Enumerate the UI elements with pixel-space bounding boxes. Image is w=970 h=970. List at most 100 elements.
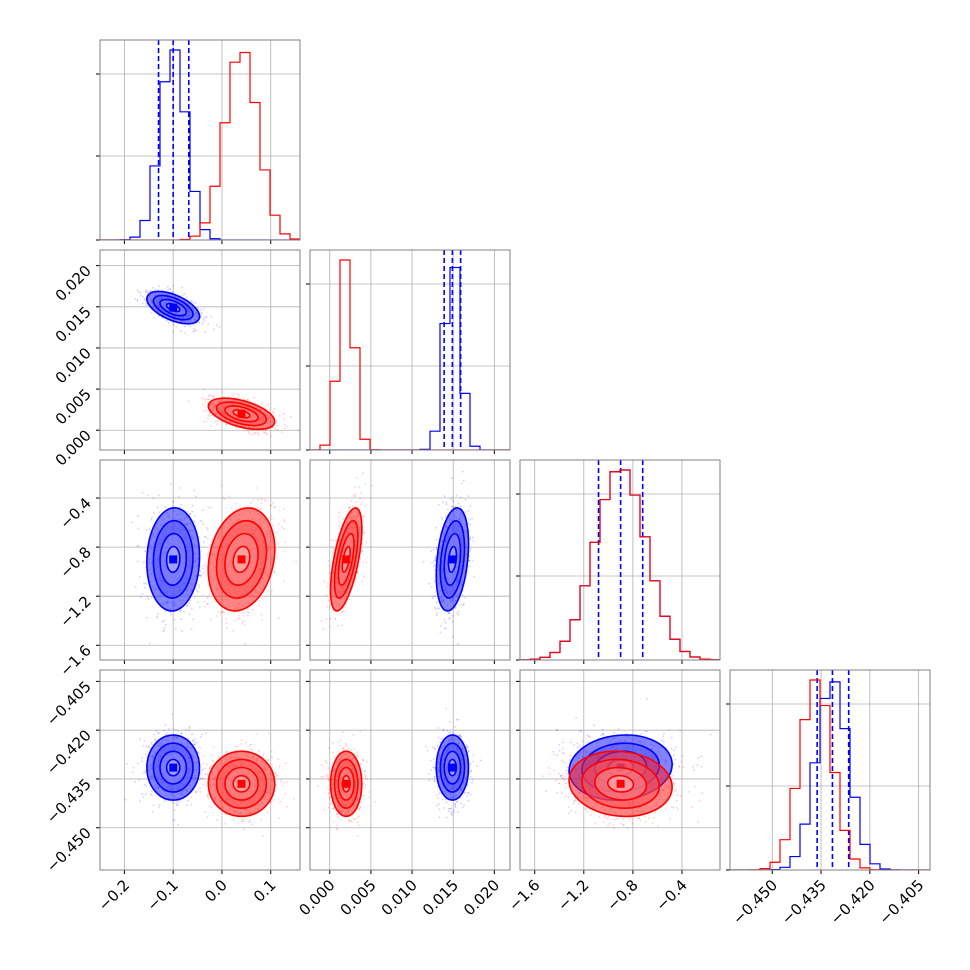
scatter-point [328, 605, 331, 608]
scatter-point [162, 629, 165, 632]
scatter-point [283, 520, 286, 523]
scatter-point [186, 804, 188, 807]
scatter-point [149, 642, 151, 644]
scatter-point [267, 403, 270, 406]
scatter-point [197, 569, 200, 571]
scatter-point [202, 571, 205, 574]
scatter-point [266, 590, 269, 593]
scatter-point [272, 410, 274, 413]
panel-2-0-frame [99, 459, 301, 661]
scatter-point [265, 499, 268, 502]
scatter-point [153, 733, 156, 736]
scatter-point [443, 627, 446, 629]
scatter-point [447, 611, 450, 614]
scatter-point [203, 420, 206, 423]
scatter-point [473, 575, 476, 578]
contours-series-1 [207, 507, 276, 612]
contour-line [329, 507, 363, 612]
scatter-point [363, 575, 366, 578]
scatter-point [447, 612, 450, 615]
scatter-point [136, 515, 139, 517]
scatter-point [350, 500, 353, 502]
scatter-point [164, 724, 167, 727]
scatter-point [202, 509, 204, 512]
scatter-point [144, 550, 147, 553]
scatter-point [173, 618, 176, 621]
scatter-point [457, 502, 460, 505]
scatter-point [255, 487, 258, 489]
contour-line [443, 532, 462, 586]
contour-line [224, 405, 259, 423]
scatter-point [276, 774, 279, 777]
scatter-point [195, 791, 198, 794]
diag-panel-1-frame [309, 249, 511, 451]
panel-2-1 [306, 459, 511, 664]
scatter-point [201, 397, 203, 400]
scatter-point [162, 630, 165, 633]
scatter-point [142, 295, 144, 298]
scatter-point [362, 532, 365, 534]
scatter-point [360, 503, 362, 505]
scatter-point [469, 524, 472, 526]
scatter-point [265, 429, 267, 432]
scatter-point [199, 791, 202, 793]
contour-line [159, 750, 188, 785]
scatter-point [437, 503, 440, 506]
scatter-point [168, 322, 171, 325]
scatter-point [451, 477, 453, 479]
scatter-point [191, 733, 194, 735]
scatter-point [204, 536, 207, 538]
scatter-point [257, 432, 260, 435]
scatter-point [186, 510, 189, 513]
scatter-point [180, 732, 183, 735]
scatter-point [180, 732, 183, 734]
scatter-point [263, 431, 265, 434]
scatter-point [248, 744, 251, 747]
scatter-point [286, 425, 289, 428]
scatter-point [469, 547, 472, 550]
scatter-point [158, 285, 160, 287]
scatter-point [337, 624, 340, 627]
scatter-point [172, 330, 175, 333]
scatter-point [242, 614, 245, 617]
scatter-point [274, 428, 277, 431]
scatter-point [166, 285, 169, 288]
histogram-series-0-param-1 [310, 266, 510, 450]
scatter-point [326, 585, 329, 588]
scatter-point [332, 539, 335, 542]
scatter-point [209, 394, 212, 397]
scatter-point [217, 420, 219, 423]
scatter-point [331, 546, 334, 549]
scatter-point [196, 591, 199, 593]
scatter-point [124, 798, 127, 801]
scatter-point [252, 499, 255, 502]
contours-series-0 [435, 507, 470, 612]
scatter-point [435, 612, 438, 615]
scatter-point [471, 559, 474, 562]
scatter-point [157, 288, 159, 291]
scatter-point [289, 415, 292, 418]
scatter-point [205, 410, 208, 412]
scatter-point [235, 426, 237, 429]
scatter-point [246, 398, 249, 400]
contour-line [146, 290, 201, 325]
scatter-point [230, 507, 233, 509]
scatter-point [247, 608, 249, 611]
contour-line [152, 742, 194, 793]
scatter-point [198, 752, 201, 755]
scatter-point [151, 810, 154, 813]
scatter-point [209, 766, 212, 769]
scatter-point [244, 620, 247, 623]
scatter-point [334, 617, 337, 620]
scatter-point [172, 819, 174, 822]
scatter-point [206, 528, 209, 531]
scatter-point [194, 741, 197, 743]
scatter-point [145, 784, 147, 787]
scatter-point [193, 521, 196, 524]
scatter-point [439, 631, 442, 634]
scatter-point [258, 604, 261, 607]
scatter-point [177, 730, 180, 732]
scatter-point [200, 770, 202, 773]
scatter-point [246, 429, 249, 432]
scatter-point [246, 399, 249, 401]
